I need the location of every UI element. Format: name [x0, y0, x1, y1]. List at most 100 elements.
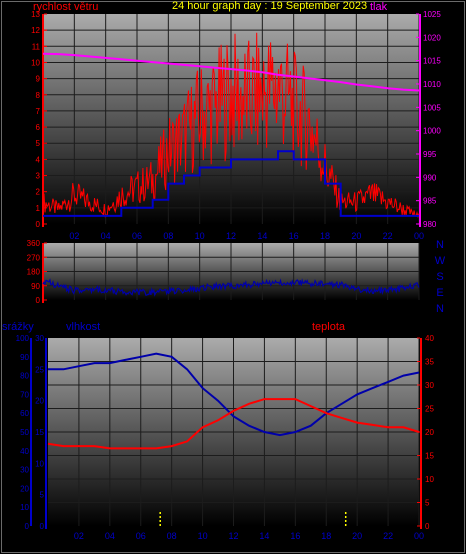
- humidity-tick-label: 15: [35, 428, 44, 437]
- humidity-tick-label: 10: [35, 459, 44, 468]
- chart-title: 24 hour graph day : 19 September 2023: [172, 0, 367, 12]
- compass-label-w: W: [435, 255, 446, 267]
- humidity-tick-label: 0: [40, 522, 45, 531]
- temp-x-tick-label: 02: [74, 531, 84, 541]
- pressure-tick-label: 1010: [423, 80, 441, 89]
- temperature-axis-title: teplota: [312, 321, 346, 333]
- humidity-axis-title: vlhkost: [66, 321, 100, 333]
- temp-x-tick-label: 12: [228, 531, 238, 541]
- wind-x-tick-label: 12: [226, 231, 236, 241]
- rain-tick-label: 0: [25, 522, 30, 531]
- direction-tick-label: 270: [27, 253, 41, 262]
- pressure-tick-label: 985: [423, 197, 437, 206]
- temp-x-tick-label: 18: [321, 531, 331, 541]
- pressure-tick-label: 1005: [423, 103, 441, 112]
- wind-x-tick-label: 14: [257, 231, 267, 241]
- wind-x-tick-label: 00: [414, 231, 424, 241]
- temperature-tick-label: 5: [425, 499, 430, 508]
- compass-label-s: S: [436, 271, 443, 283]
- wind-speed-tick-label: 8: [36, 91, 41, 100]
- rain-tick-label: 30: [20, 466, 29, 475]
- data-series: [42, 32, 420, 526]
- axes: 02 04 06 08 10 12 14 16 18 20 22 000123456789101112…: [16, 10, 442, 541]
- pressure-tick-label: 990: [423, 173, 437, 182]
- wind-speed-tick-label: 13: [31, 10, 40, 19]
- temperature-tick-label: 10: [425, 475, 434, 484]
- wind-speed-tick-label: 5: [36, 139, 41, 148]
- wind-speed-tick-label: 12: [31, 26, 40, 35]
- wind-x-tick-label: 16: [289, 231, 299, 241]
- direction-tick-label: 90: [31, 282, 40, 291]
- wind-speed-tick-label: 9: [36, 75, 41, 84]
- wind-x-tick-label: 06: [132, 231, 142, 241]
- temp-x-tick-label: 22: [383, 531, 393, 541]
- rain-tick-label: 10: [20, 503, 29, 512]
- humidity-tick-label: 20: [35, 397, 44, 406]
- pressure-tick-label: 995: [423, 150, 437, 159]
- temp-x-tick-label: 00: [414, 531, 424, 541]
- wind-x-tick-label: 18: [320, 231, 330, 241]
- temp-x-tick-label: 20: [352, 531, 362, 541]
- wind-speed-tick-label: 0: [36, 220, 41, 229]
- temp-x-tick-label: 08: [167, 531, 177, 541]
- temp-x-tick-label: 14: [259, 531, 269, 541]
- rain-tick-label: 70: [20, 390, 29, 399]
- temperature-tick-label: 25: [425, 405, 434, 414]
- pressure-tick-label: 1025: [423, 10, 441, 19]
- wind-speed-tick-label: 3: [36, 172, 41, 181]
- temperature-tick-label: 30: [425, 381, 434, 390]
- wind-speed-tick-label: 7: [36, 107, 41, 116]
- temp-x-tick-label: 16: [290, 531, 300, 541]
- wind-speed-tick-label: 2: [36, 188, 41, 197]
- wind-speed-tick-label: 10: [31, 58, 40, 67]
- wind-average-line: [43, 150, 419, 217]
- temp-x-tick-label: 06: [136, 531, 146, 541]
- compass-label-n-bottom: N: [436, 303, 444, 315]
- rain-tick-label: 90: [20, 353, 29, 362]
- wind-speed-tick-label: 11: [32, 42, 41, 51]
- direction-tick-label: 360: [27, 239, 41, 248]
- humidity-tick-label: 30: [35, 334, 44, 343]
- rain-tick-label: 20: [20, 484, 29, 493]
- pressure-axis-title: tlak: [370, 1, 388, 13]
- temperature-line: [47, 398, 420, 450]
- humidity-line: [48, 352, 420, 437]
- wind-x-tick-label: 10: [195, 231, 205, 241]
- rain-tick-label: 50: [20, 428, 29, 437]
- wind-x-tick-label: 20: [351, 231, 361, 241]
- temperature-tick-label: 40: [425, 334, 434, 343]
- rain-tick-label: 40: [20, 447, 29, 456]
- wind-x-tick-label: 04: [101, 231, 111, 241]
- direction-tick-label: 0: [36, 296, 41, 305]
- rain-tick-label: 100: [16, 334, 30, 343]
- pressure-tick-label: 980: [423, 220, 437, 229]
- compass-label-n-top: N: [436, 239, 444, 251]
- humidity-tick-label: 25: [35, 365, 44, 374]
- temp-x-tick-label: 10: [198, 531, 208, 541]
- wind-x-tick-label: 08: [163, 231, 173, 241]
- rain-tick-label: 80: [20, 372, 29, 381]
- pressure-tick-label: 1000: [423, 127, 441, 136]
- wind-speed-tick-label: 4: [36, 155, 41, 164]
- temperature-tick-label: 20: [425, 428, 434, 437]
- rain-tick-label: 60: [20, 409, 29, 418]
- temperature-tick-label: 0: [425, 522, 430, 531]
- wind-speed-tick-label: 1: [36, 204, 41, 213]
- pressure-tick-label: 1015: [423, 57, 441, 66]
- pressure-line: [42, 52, 420, 92]
- temp-x-tick-label: 04: [105, 531, 115, 541]
- rain-axis-title: srážky: [2, 321, 34, 333]
- wind-speed-tick-label: 6: [36, 123, 41, 132]
- wind-direction-line: [42, 278, 420, 297]
- humidity-tick-label: 5: [40, 491, 45, 500]
- direction-tick-label: 180: [27, 268, 41, 277]
- temperature-tick-label: 15: [425, 452, 434, 461]
- pressure-tick-label: 1020: [423, 33, 441, 42]
- wind-speed-axis-title: rychlost větru: [33, 1, 98, 13]
- wind-x-tick-label: 22: [383, 231, 393, 241]
- temperature-tick-label: 35: [425, 358, 434, 367]
- compass-label-e: E: [436, 287, 443, 299]
